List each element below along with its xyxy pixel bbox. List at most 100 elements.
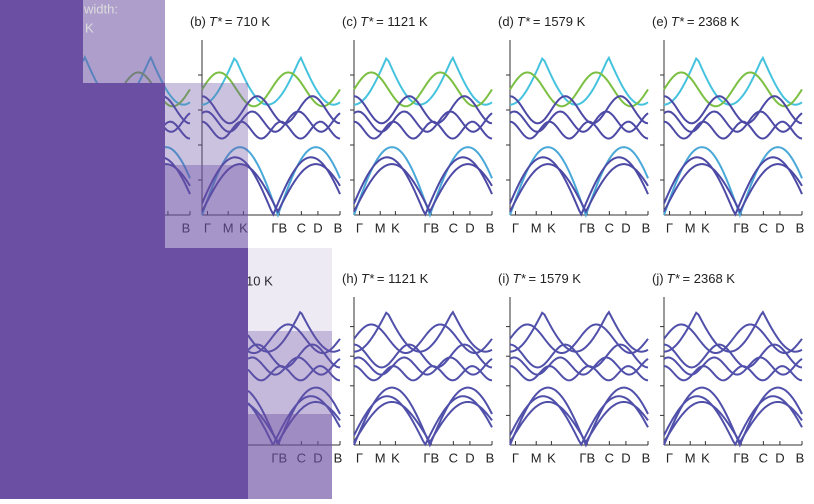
title-part: (h) [342, 271, 358, 286]
dispersion-curve [509, 401, 649, 445]
dispersion-curve [663, 71, 803, 108]
dispersion-curve [509, 395, 649, 447]
kpoint-label: ΓB [271, 220, 287, 235]
title-part: (j) [652, 271, 664, 286]
dispersion-curve [663, 163, 803, 214]
dispersion-curve [353, 120, 493, 140]
dispersion-curve [509, 386, 649, 448]
panel-title: (e) T* = 2368 K [652, 14, 740, 29]
kpoint-label: Γ [356, 450, 363, 465]
dispersion-curve [247, 364, 341, 382]
dispersion-curve [201, 95, 341, 125]
kpoint-label: Γ [666, 220, 673, 235]
kpoint-label: K [547, 220, 556, 235]
kpoint-label: B [334, 450, 343, 465]
dispersion-curve [663, 310, 803, 353]
title-part: (e) [652, 14, 668, 29]
panel-title: (d) T* = 1579 K [498, 14, 586, 29]
kpoint-label: ΓB [423, 450, 439, 465]
dispersion-curve [663, 146, 803, 218]
dispersion-curve [201, 156, 341, 217]
kpoint-label: C [449, 220, 458, 235]
kpoint-label: C [605, 220, 614, 235]
panel-title: (b) T* = 710 K [190, 14, 270, 29]
kpoint-label: Γ [356, 220, 363, 235]
dispersion-curve [353, 163, 493, 214]
dispersion-curve [663, 156, 803, 217]
dispersion-curve [509, 55, 649, 106]
kpoint-label: D [775, 450, 784, 465]
panel-title: (c) T* = 1121 K [342, 14, 428, 29]
dispersion-curve [201, 146, 341, 218]
title-part: (d) [498, 14, 514, 29]
kpoint-label: B [334, 220, 343, 235]
dispersion-curve [663, 401, 803, 445]
kpoint-label: K [701, 220, 710, 235]
dispersion-curve [353, 343, 493, 369]
title-part: = 710 K [225, 14, 271, 29]
kpoint-label: B [642, 450, 651, 465]
kpoint-label: B [642, 220, 651, 235]
kpoint-label: D [621, 220, 630, 235]
dispersion-curve [353, 55, 493, 106]
kpoint-label: Γ [512, 220, 519, 235]
title-part: T* [209, 14, 223, 29]
kpoint-label: C [449, 450, 458, 465]
dispersion-curve [353, 310, 493, 353]
dispersion-curve [509, 365, 649, 382]
kpoint-label: K [701, 450, 710, 465]
partial-label: K [85, 20, 94, 35]
title-part: = 1579 K [533, 14, 586, 29]
title-part: T* [513, 271, 527, 286]
dispersion-curve [353, 323, 493, 354]
dispersion-curve [509, 156, 649, 217]
kpoint-label: D [775, 220, 784, 235]
dispersion-curve [353, 386, 493, 448]
panel-title: (i) T* = 1579 K [498, 271, 581, 286]
dispersion-curve [663, 343, 803, 369]
title-part: (i) [498, 271, 510, 286]
dispersion-curve [509, 120, 649, 140]
title-part: T* [671, 14, 685, 29]
kpoint-label: B [486, 450, 495, 465]
dispersion-curve [353, 401, 493, 445]
kpoint-label: D [621, 450, 630, 465]
title-part: = 2368 K [687, 14, 740, 29]
kpoint-label: D [313, 220, 322, 235]
title-part: (c) [342, 14, 357, 29]
dispersion-curve [509, 343, 649, 369]
kpoint-label: D [465, 450, 474, 465]
dispersion-curve [509, 163, 649, 214]
title-part: (b) [190, 14, 206, 29]
kpoint-label: K [391, 220, 400, 235]
dispersion-curve [353, 365, 493, 382]
title-part: T* [360, 14, 374, 29]
kpoint-label: M [375, 220, 386, 235]
kpoint-label: B [796, 450, 805, 465]
kpoint-label: M [685, 450, 696, 465]
title-part: T* [361, 271, 375, 286]
dispersion-curve [509, 146, 649, 218]
panel-title: (h) T* = 1121 K [342, 271, 429, 286]
kpoint-label: ΓB [423, 220, 439, 235]
kpoint-label: M [531, 450, 542, 465]
dispersion-curve [353, 71, 493, 108]
title-part: = 1121 K [377, 271, 429, 286]
partial-label: width: [83, 1, 118, 16]
dispersion-curve [663, 395, 803, 447]
dispersion-curve [663, 120, 803, 140]
dispersion-curve [247, 343, 341, 369]
kpoint-label: D [465, 220, 474, 235]
dispersion-curve [353, 146, 493, 218]
kpoint-label: Γ [512, 450, 519, 465]
dispersion-curve [247, 356, 341, 376]
kpoint-label: B [796, 220, 805, 235]
title-part: = 1121 K [376, 14, 428, 29]
kpoint-label: M [685, 220, 696, 235]
panel-title: 10 K [246, 273, 273, 288]
kpoint-label: C [297, 220, 306, 235]
kpoint-label: M [375, 450, 386, 465]
title-part: T* [667, 271, 681, 286]
kpoint-label: C [605, 450, 614, 465]
